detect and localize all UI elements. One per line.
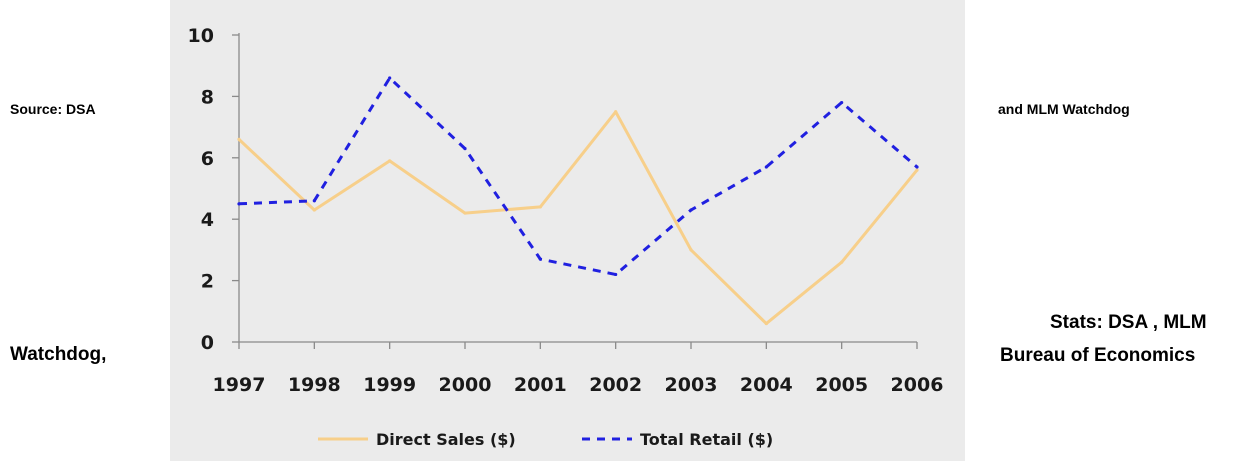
y-tick-label: 8 [201,86,214,108]
x-tick-label: 2001 [514,374,567,396]
stats-note-line2: Bureau of Economics [1000,345,1196,366]
legend-label-1: Direct Sales ($) [376,430,516,449]
x-tick-label: 2006 [891,374,944,396]
x-tick-label: 2005 [815,374,868,396]
data-point [840,100,844,105]
data-point [312,208,316,212]
source-note-left: Source: DSA [10,101,96,117]
series-line-1 [237,110,919,326]
data-point [388,159,392,163]
chart-background [170,0,965,461]
data-point [689,248,693,252]
x-tick-label: 2004 [740,374,793,396]
data-point [463,211,467,215]
data-point [538,257,542,261]
data-point [614,110,618,114]
series-line-2 [238,76,918,276]
stats-note-line1: Stats: DSA , MLM [1050,312,1207,333]
data-point [915,165,919,169]
x-tick-label: 2002 [589,374,642,396]
source-note-right: and MLM Watchdog [998,101,1130,117]
chart-series [237,76,919,326]
x-tick-label: 1997 [213,374,266,396]
y-tick-label: 2 [201,271,214,293]
x-tick-label: 1999 [363,374,416,396]
x-tick-label: 2000 [439,374,492,396]
chart-axes: 0 2 4 6 8 10 1997 1998 1999 2000 2001 2002 2003 2004 2… [188,25,944,396]
data-point [312,199,316,203]
data-point [689,208,693,212]
data-point [463,146,467,151]
y-tick-label: 6 [201,148,214,170]
watchdog-note-left: Watchdog, [10,344,107,365]
data-point [237,137,241,141]
x-tick-label: 2003 [665,374,718,396]
data-point [538,205,542,209]
data-point [614,272,618,277]
data-point [388,76,392,80]
chart-legend: Direct Sales ($) Total Retail ($) [318,430,773,449]
data-point [764,165,768,169]
y-tick-label: 10 [188,25,214,47]
legend-label-2: Total Retail ($) [640,430,773,449]
data-point [915,168,919,172]
x-tick-label: 1998 [288,374,341,396]
y-tick-label: 0 [201,332,214,354]
data-point [764,321,768,326]
data-point [840,260,844,264]
data-point [237,202,241,206]
y-tick-label: 4 [201,209,214,231]
